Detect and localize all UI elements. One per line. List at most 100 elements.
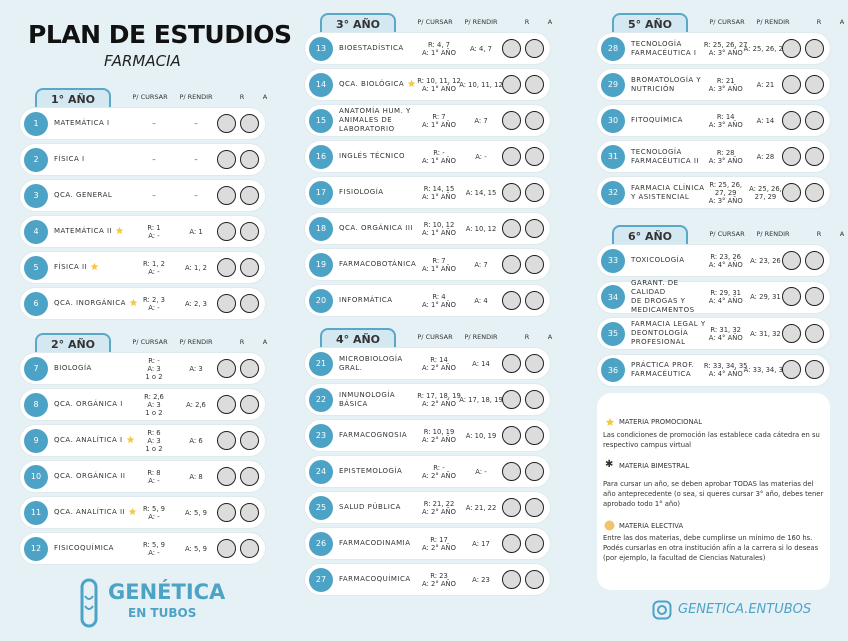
- a-checkbox[interactable]: [240, 149, 259, 169]
- text-line: A: 25, 26,: [749, 184, 782, 193]
- subject-row: 18 QCA. ORGÁNICA III R: 10, 12 A: 1° AÑO A: …: [305, 213, 550, 244]
- r-checkbox[interactable]: [502, 569, 521, 589]
- a-checkbox[interactable]: [525, 290, 544, 310]
- subject-row: 27 FARMACOQUÍMICA R: 23 A: 2° AÑO A: 23: [305, 564, 550, 595]
- r-checkbox[interactable]: [502, 218, 521, 238]
- a-checkbox[interactable]: [805, 146, 824, 166]
- r-checkbox[interactable]: [217, 502, 236, 522]
- r-checkbox[interactable]: [782, 38, 801, 58]
- a-checkbox[interactable]: [805, 250, 824, 270]
- r-checkbox[interactable]: [217, 257, 236, 277]
- r-checkbox[interactable]: [217, 293, 236, 313]
- a-checkbox[interactable]: [805, 38, 824, 58]
- subject-number: 24: [309, 459, 333, 484]
- subject-name: QCA. ORGÁNICA I: [54, 389, 149, 420]
- column-header: R: [816, 230, 822, 238]
- a-checkbox[interactable]: [240, 185, 259, 205]
- r-checkbox[interactable]: [502, 533, 521, 553]
- r-checkbox[interactable]: [782, 323, 801, 343]
- subject-row: 19 FARMACOBOTÁNICA R: 7 A: 1° AÑO A: 7: [305, 249, 550, 280]
- r-checkbox[interactable]: [782, 287, 801, 306]
- r-checkbox[interactable]: [782, 146, 801, 166]
- r-checkbox[interactable]: [502, 110, 521, 130]
- r-checkbox[interactable]: [502, 461, 521, 481]
- r-checkbox[interactable]: [217, 149, 236, 169]
- r-checkbox[interactable]: [502, 38, 521, 58]
- a-checkbox[interactable]: [525, 110, 544, 130]
- a-checkbox[interactable]: [525, 569, 544, 589]
- r-checkbox[interactable]: [217, 113, 236, 133]
- subject-name: FÍSICA II: [54, 252, 149, 283]
- r-checkbox[interactable]: [502, 182, 521, 202]
- a-checkbox[interactable]: [525, 425, 544, 445]
- r-checkbox[interactable]: [502, 497, 521, 517]
- r-checkbox[interactable]: [217, 221, 236, 241]
- r-checkbox[interactable]: [782, 182, 801, 202]
- a-checkbox[interactable]: [240, 394, 259, 414]
- a-checkbox[interactable]: [525, 497, 544, 517]
- r-checkbox[interactable]: [502, 353, 521, 373]
- r-checkbox[interactable]: [217, 430, 236, 450]
- r-checkbox[interactable]: [217, 466, 236, 486]
- a-checkbox[interactable]: [240, 293, 259, 313]
- a-checkbox[interactable]: [240, 113, 259, 133]
- cursar-cell: R: 14 A: 2° AÑO: [413, 348, 465, 379]
- text-line: R: 25, 26,: [709, 180, 743, 189]
- r-checkbox[interactable]: [782, 74, 801, 94]
- r-checkbox[interactable]: [502, 425, 521, 445]
- a-checkbox[interactable]: [240, 257, 259, 277]
- r-checkbox[interactable]: [782, 110, 801, 130]
- a-checkbox[interactable]: [240, 538, 259, 558]
- text-line: R: 23, 26: [710, 252, 741, 261]
- a-checkbox[interactable]: [805, 287, 824, 306]
- text-line: R: 2, 3: [143, 295, 165, 304]
- a-checkbox[interactable]: [240, 358, 259, 378]
- a-checkbox[interactable]: [525, 389, 544, 409]
- r-checkbox[interactable]: [217, 538, 236, 558]
- text-line: ANATOMÍA HUM. Y: [339, 107, 411, 115]
- text-line: BIOESTADÍSTICA: [339, 44, 404, 52]
- r-checkbox[interactable]: [502, 74, 521, 94]
- a-checkbox[interactable]: [525, 218, 544, 238]
- a-checkbox[interactable]: [525, 74, 544, 94]
- r-checkbox[interactable]: [217, 394, 236, 414]
- r-checkbox[interactable]: [217, 358, 236, 378]
- cursar-cell: R: 33, 34, 35 A: 4° AÑO: [700, 355, 752, 386]
- asterisk-icon: ✱: [605, 459, 614, 470]
- a-checkbox[interactable]: [240, 430, 259, 450]
- a-checkbox[interactable]: [525, 146, 544, 166]
- text-line: A: 2° AÑO: [422, 543, 456, 552]
- a-checkbox[interactable]: [805, 182, 824, 202]
- name-line: FARMACOGNOSIA: [339, 431, 434, 440]
- subject-number: 30: [601, 108, 625, 133]
- cursar-cell: R: 10, 19 A: 2° AÑO: [413, 420, 465, 451]
- a-checkbox[interactable]: [240, 221, 259, 241]
- text-line: FÍSICA I: [54, 155, 85, 163]
- name-line: FARMACIA LEGAL Y: [631, 320, 714, 329]
- subject-number: 22: [309, 387, 333, 412]
- r-checkbox[interactable]: [782, 360, 801, 379]
- name-line: MEDICAMENTOS: [631, 306, 714, 315]
- a-checkbox[interactable]: [525, 182, 544, 202]
- r-checkbox[interactable]: [217, 185, 236, 205]
- subject-number: 12: [24, 536, 48, 561]
- a-checkbox[interactable]: [525, 353, 544, 373]
- a-checkbox[interactable]: [805, 110, 824, 130]
- text-line: R: 7: [432, 256, 446, 265]
- a-checkbox[interactable]: [525, 533, 544, 553]
- a-checkbox[interactable]: [805, 360, 824, 379]
- a-checkbox[interactable]: [805, 74, 824, 94]
- r-checkbox[interactable]: [782, 250, 801, 270]
- a-checkbox[interactable]: [240, 466, 259, 486]
- a-checkbox[interactable]: [240, 502, 259, 522]
- r-checkbox[interactable]: [502, 290, 521, 310]
- a-checkbox[interactable]: [525, 254, 544, 274]
- r-checkbox[interactable]: [502, 254, 521, 274]
- a-checkbox[interactable]: [805, 323, 824, 343]
- r-checkbox[interactable]: [502, 389, 521, 409]
- subject-number: 10: [24, 464, 48, 489]
- r-checkbox[interactable]: [502, 146, 521, 166]
- a-checkbox[interactable]: [525, 461, 544, 481]
- a-checkbox[interactable]: [525, 38, 544, 58]
